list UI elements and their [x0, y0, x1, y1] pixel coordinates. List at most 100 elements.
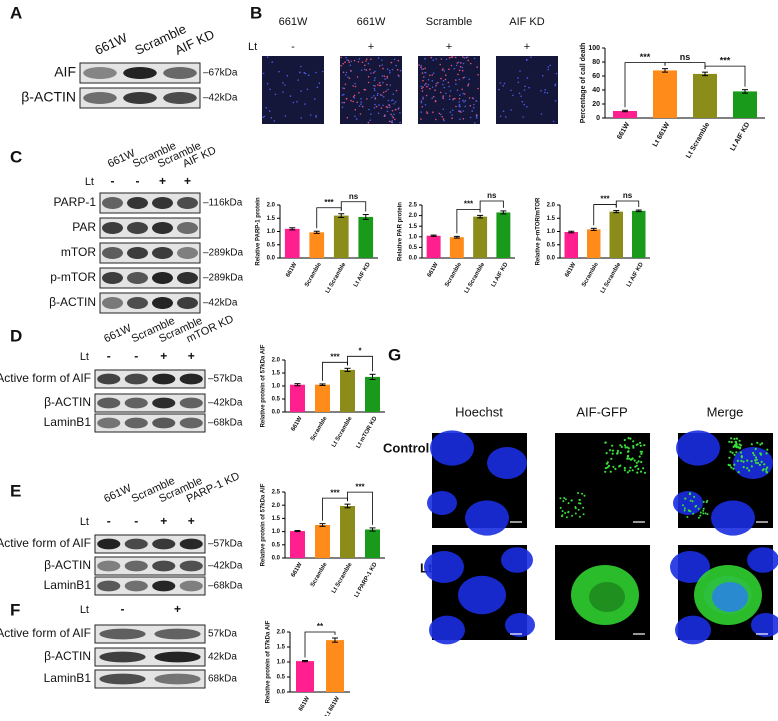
cell-dot [441, 96, 444, 99]
cell-dot [466, 56, 469, 58]
cell-dot [382, 81, 384, 84]
cell-dot [391, 115, 394, 118]
blot-band [177, 247, 198, 259]
gfp-dot [733, 453, 736, 456]
cell-dot [474, 122, 476, 124]
y-tick-label: 0.0 [272, 410, 281, 416]
y-tick-label: 0.0 [409, 256, 418, 262]
cell-dot [442, 108, 445, 110]
cell-dot [343, 87, 346, 90]
row-label: Active form of AIF [0, 371, 91, 385]
row-label: LaminB1 [44, 415, 92, 429]
nucleus [501, 547, 533, 573]
cell-dot [434, 100, 437, 102]
cell-dot [473, 103, 475, 106]
cell-dot [455, 79, 457, 81]
cell-dot [395, 89, 398, 92]
gfp-dot [616, 449, 620, 452]
cell-dot [463, 101, 465, 103]
cell-dot [345, 71, 348, 74]
blot-band [177, 222, 198, 234]
blot-band [124, 417, 148, 429]
sig-label: * [358, 346, 362, 355]
cell-dot [438, 112, 441, 115]
bar [613, 111, 637, 118]
cell-dot [373, 95, 375, 97]
cell-dot [427, 84, 430, 86]
cell-dot [343, 101, 346, 104]
bar [326, 640, 344, 692]
gfp-dot [636, 443, 639, 446]
panel-letter: A [10, 3, 22, 22]
cell-dot [365, 58, 368, 60]
cell-dot [429, 74, 431, 77]
gfp-dot [686, 516, 689, 518]
cell-dot [510, 109, 512, 111]
cell-dot [457, 110, 460, 112]
cell-dot [377, 84, 379, 86]
cell-dot [421, 90, 424, 92]
cell-dot [426, 111, 428, 113]
cell-dot [282, 82, 284, 84]
y-axis-label: Relative protein of 57kDa AIF [266, 620, 272, 703]
cell-dot [344, 61, 346, 63]
lt-sign: - [134, 349, 138, 363]
gfp-dot [727, 463, 730, 466]
bar [315, 525, 330, 558]
gfp-dot [577, 508, 580, 511]
cell-dot [544, 91, 546, 94]
sig-label: ns [487, 191, 497, 200]
lt-sign: - [107, 349, 111, 363]
cell-dot [432, 95, 435, 98]
cell-dot [377, 92, 379, 95]
cell-dot [432, 72, 435, 74]
x-tick-label: Lt Scramble [325, 261, 348, 294]
sig-bracket [615, 200, 640, 208]
gfp-dot [628, 457, 631, 460]
size-label: –68kDa [208, 581, 243, 592]
cell-dot [547, 68, 549, 71]
cell-dot [373, 87, 376, 90]
size-label: –116kDa [203, 198, 243, 209]
cell-dot [365, 60, 367, 62]
gfp-dot [746, 459, 749, 462]
gfp-dot [623, 438, 626, 442]
cell-dot [420, 65, 423, 67]
cell-dot [452, 98, 455, 100]
cell-dot [390, 61, 393, 64]
cell-dot [384, 78, 386, 80]
cell-dot [354, 85, 357, 88]
cell-dot [422, 98, 424, 100]
cell-dot [444, 78, 447, 81]
y-tick-label: 80 [592, 59, 600, 66]
cell-dot [380, 107, 383, 109]
cell-dot [526, 77, 529, 79]
cell-dot [389, 72, 391, 74]
y-tick-label: 2.0 [547, 203, 556, 209]
cell-dot [424, 84, 426, 86]
cell-dot [555, 72, 558, 75]
gfp-dot [754, 461, 758, 464]
micrograph [496, 56, 558, 124]
y-tick-label: 1.0 [409, 234, 418, 240]
cell-dot [423, 76, 425, 78]
blot-band [179, 560, 203, 572]
lane-label: 661W [92, 30, 130, 58]
nucleus [673, 491, 703, 515]
cell-dot [396, 68, 399, 71]
cell-dot [360, 103, 362, 105]
gfp-dot [632, 440, 635, 443]
cell-dot [454, 56, 457, 59]
cell-dot [378, 81, 381, 84]
cell-dot [546, 92, 549, 94]
cell-dot [448, 85, 450, 88]
cell-dot [424, 104, 427, 106]
blot-band [179, 373, 203, 385]
gfp-dot [607, 464, 611, 467]
cell-dot [344, 83, 347, 86]
blot-band [127, 197, 148, 209]
size-label: –289kDa [203, 273, 243, 284]
cell-dot [523, 103, 525, 106]
lt-label: Lt [248, 41, 257, 53]
cell-dot [314, 98, 316, 100]
